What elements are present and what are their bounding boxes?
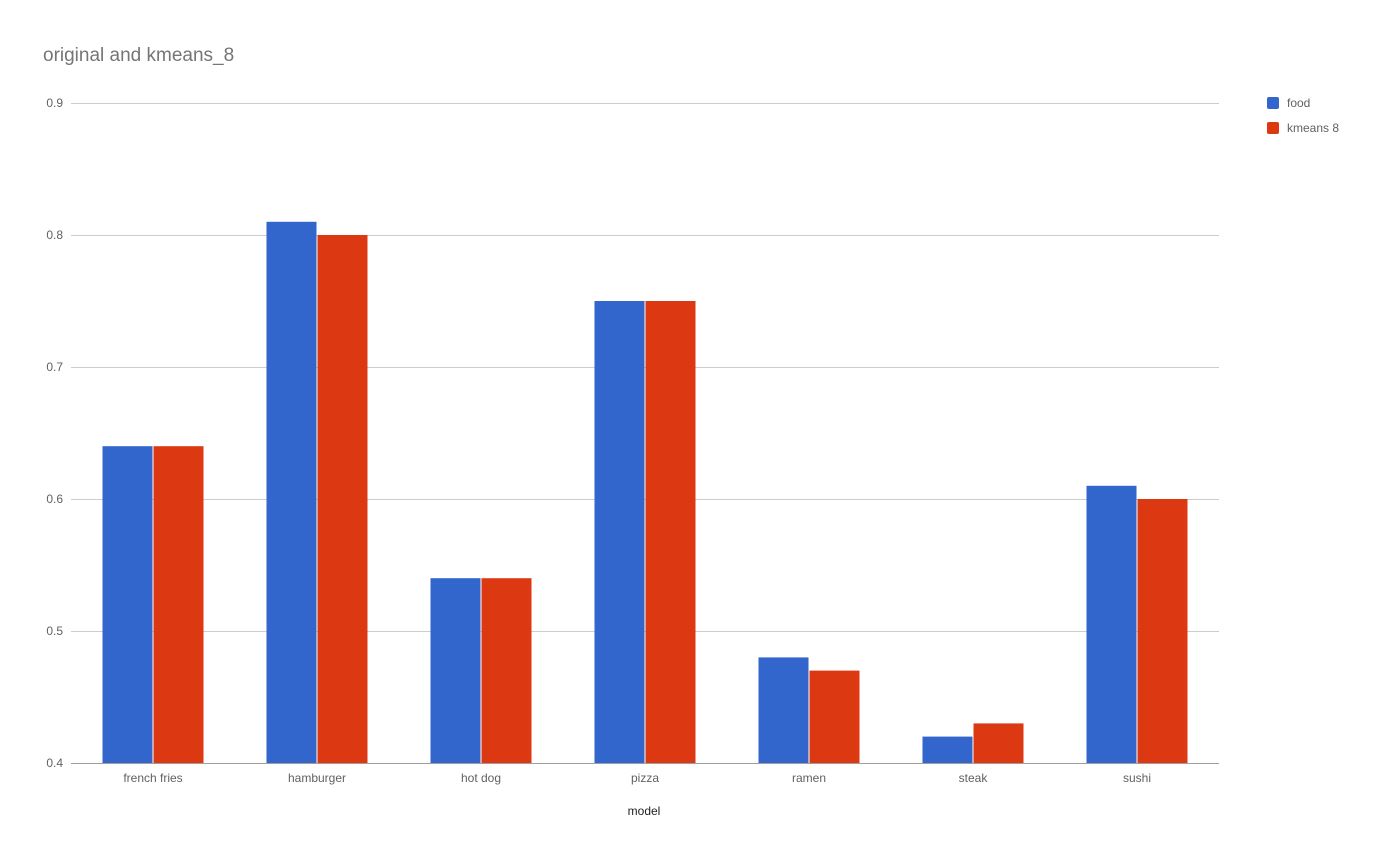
y-tick-label: 0.9 — [46, 96, 63, 110]
bar-kmeans-8-pizza — [645, 301, 696, 763]
y-tick-label: 0.4 — [46, 756, 63, 770]
bar-food-ramen — [758, 657, 809, 763]
y-axis-ticks: 0.4 0.5 0.6 0.7 0.8 0.9 — [46, 96, 63, 770]
gridlines — [71, 103, 1219, 764]
bar-food-hot-dog — [430, 578, 481, 763]
legend-label: food — [1287, 96, 1310, 110]
bar-kmeans-8-steak — [973, 723, 1024, 763]
bar-kmeans-8-hamburger — [317, 235, 368, 763]
bar-food-steak — [922, 736, 973, 763]
legend-label: kmeans 8 — [1287, 121, 1339, 135]
y-tick-label: 0.8 — [46, 228, 63, 242]
legend: food kmeans 8 — [1267, 96, 1339, 135]
x-tick-label: hot dog — [461, 771, 501, 785]
y-tick-label: 0.7 — [46, 360, 63, 374]
bar-food-sushi — [1086, 485, 1137, 763]
x-axis-title: model — [628, 804, 661, 818]
bar-food-french-fries — [102, 446, 153, 763]
bar-kmeans-8-sushi — [1137, 499, 1188, 763]
x-tick-label: french fries — [123, 771, 182, 785]
bar-food-hamburger — [266, 221, 317, 764]
y-tick-label: 0.5 — [46, 624, 63, 638]
bars — [102, 221, 1188, 764]
bar-kmeans-8-hot-dog — [481, 578, 532, 763]
bar-kmeans-8-ramen — [809, 670, 860, 763]
x-tick-label: steak — [959, 771, 989, 785]
legend-swatch — [1267, 122, 1279, 134]
chart-title: original and kmeans_8 — [43, 45, 234, 66]
x-tick-label: ramen — [792, 771, 826, 785]
bar-food-pizza — [594, 301, 645, 763]
legend-swatch — [1267, 97, 1279, 109]
x-axis-ticks: french fries hamburger hot dog pizza ramen st… — [123, 771, 1151, 785]
x-tick-label: pizza — [631, 771, 659, 785]
y-tick-label: 0.6 — [46, 492, 63, 506]
x-tick-label: hamburger — [288, 771, 346, 785]
bar-kmeans-8-french-fries — [153, 446, 204, 763]
x-tick-label: sushi — [1123, 771, 1151, 785]
